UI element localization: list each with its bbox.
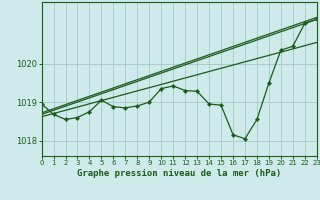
X-axis label: Graphe pression niveau de la mer (hPa): Graphe pression niveau de la mer (hPa) [77,169,281,178]
